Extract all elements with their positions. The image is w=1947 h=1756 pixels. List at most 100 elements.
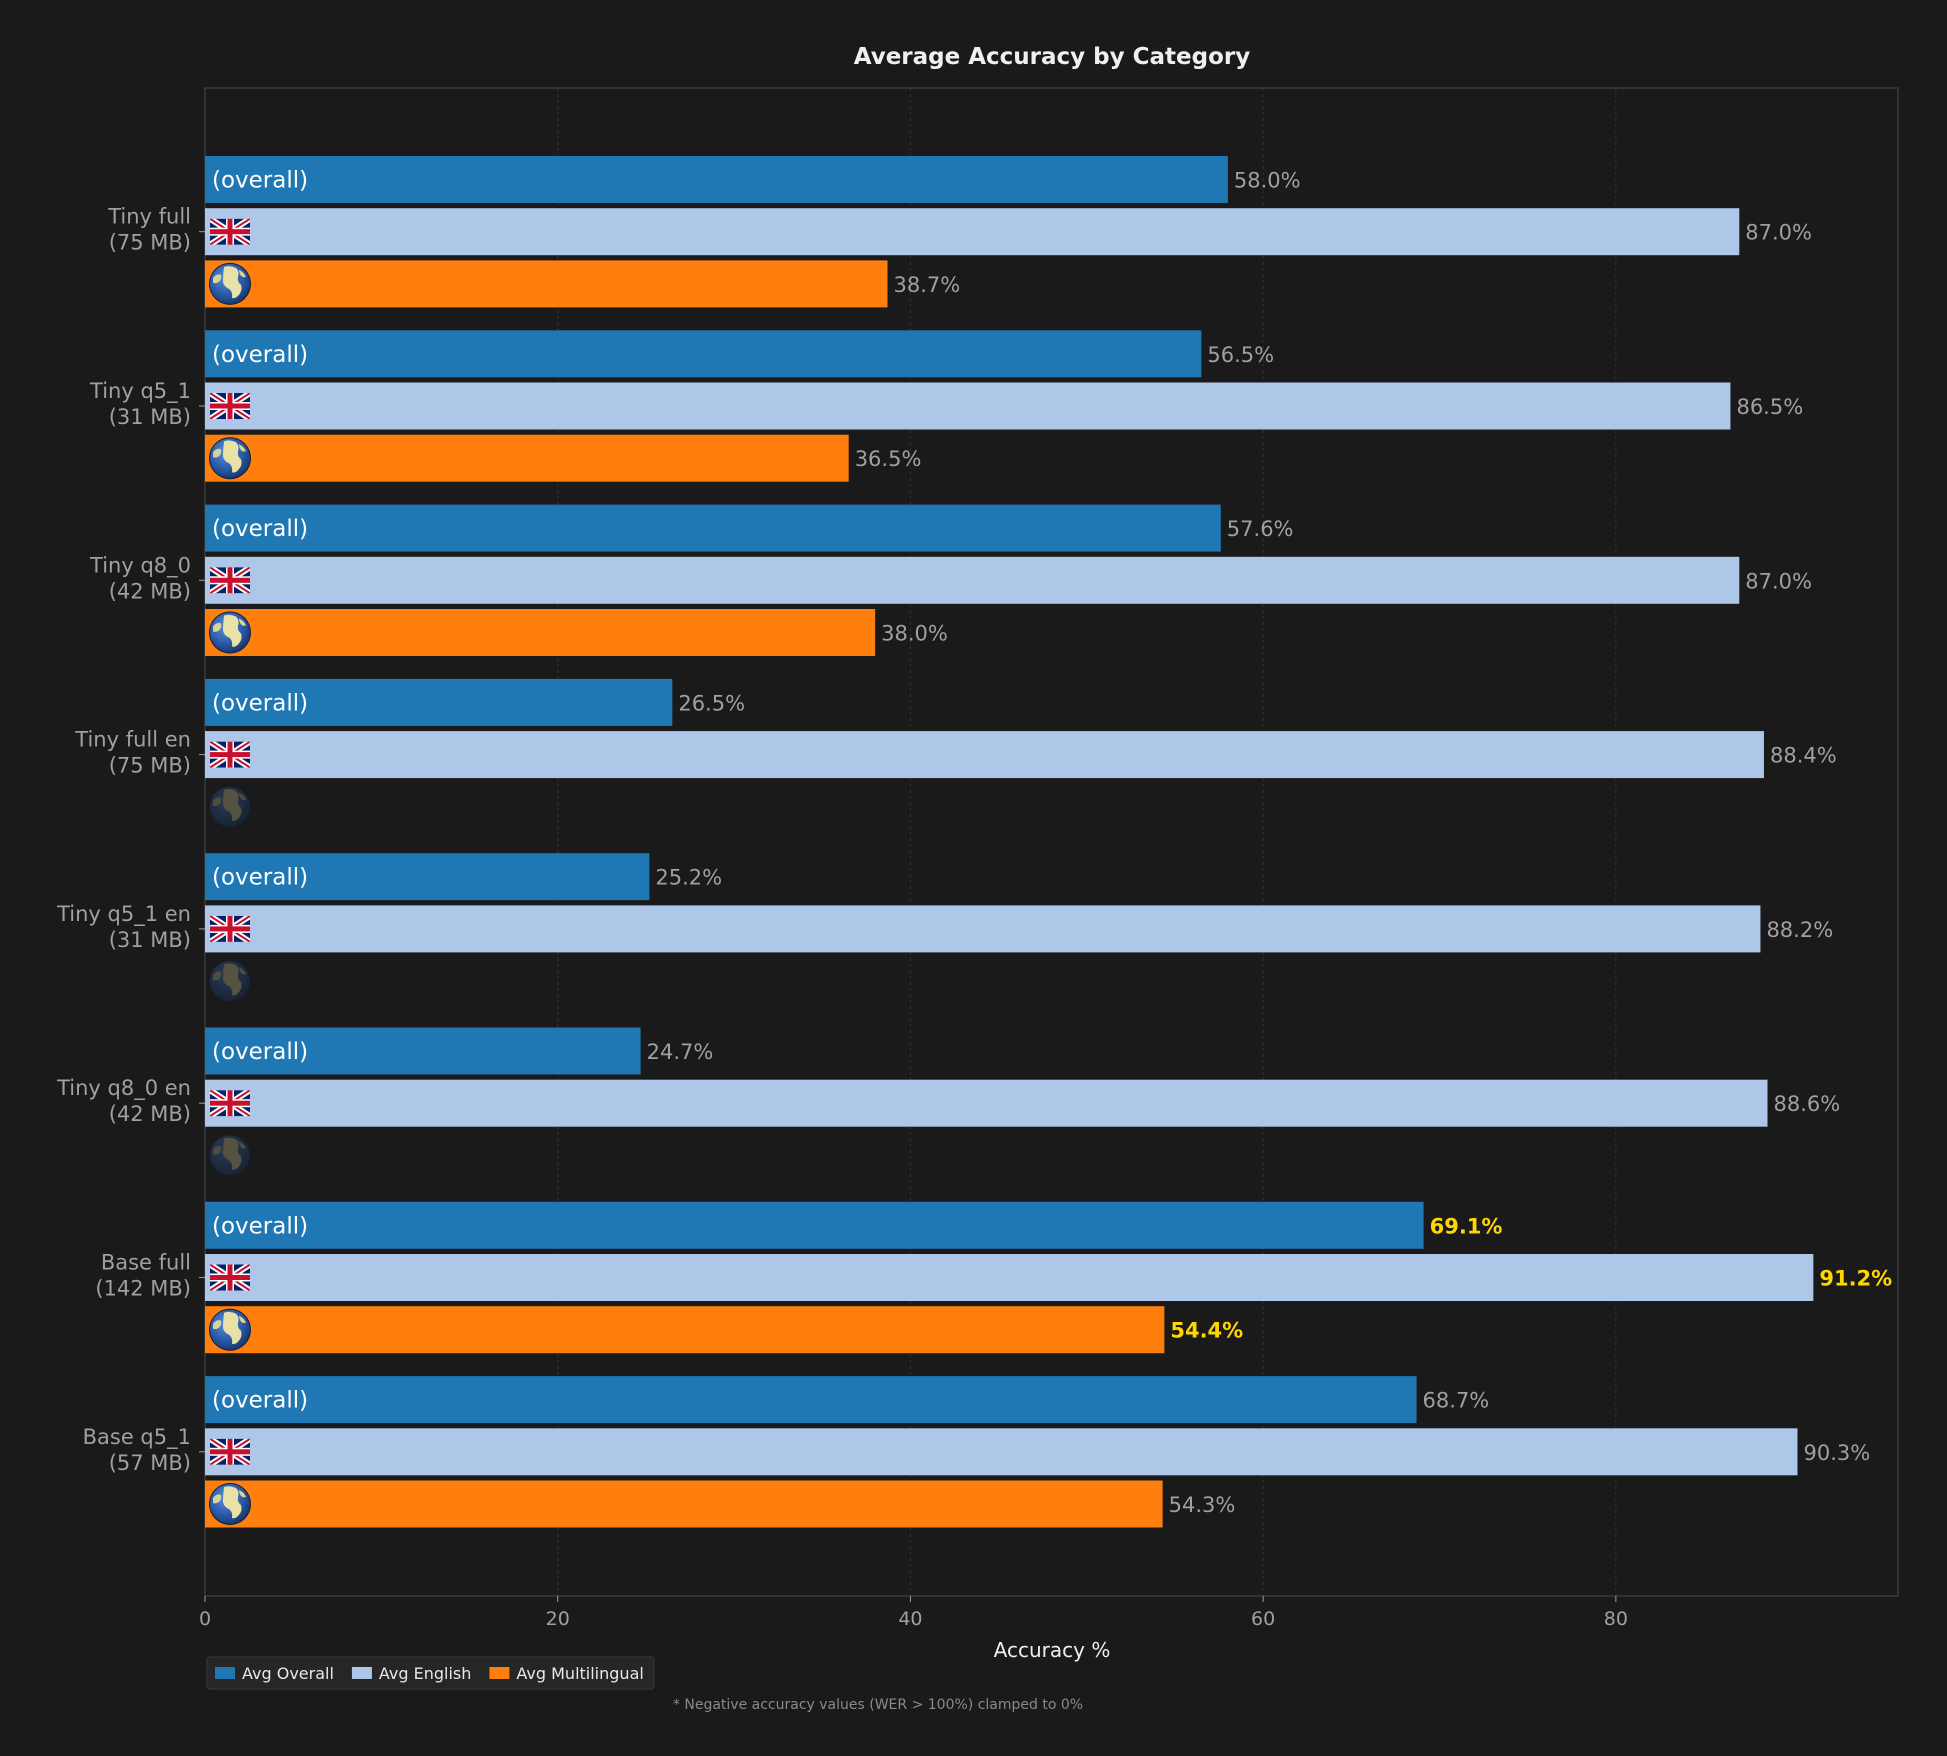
legend-swatch [489,1667,510,1679]
bar-value-label: 25.2% [655,866,722,890]
bar-avg-multilingual [205,609,876,656]
legend-frame [206,1656,655,1690]
x-tick-label: 20 [546,1608,570,1630]
bar-value-label: 58.0% [1234,169,1301,193]
bar-avg-multilingual [205,434,849,482]
x-tick-label: 0 [199,1608,211,1630]
bar-value-label: 54.4% [1170,1319,1243,1343]
bar-value-label: 69.1% [1430,1214,1503,1238]
globe-icon [209,437,251,480]
bar-group: 68.7% (overall) 90.3% 54.3% Base q5_1 (57 MB) [83,1376,1870,1528]
legend-swatch [215,1667,235,1679]
bar-group: 69.1% (overall) 91.2% 54.4% Base full (142 MB… [95,1201,1892,1354]
bar-value-label: 36.5% [855,447,922,471]
bar-group: 58.0% (overall) 87.0% 38.7% Tiny full (75 MB) [107,156,1812,308]
y-tick-label: Base full (142 MB) [95,1251,191,1301]
bar-value-label: 91.2% [1819,1267,1892,1291]
bar-value-label: 24.7% [647,1040,714,1064]
y-tick-label: Tiny q8_0 (42 MB) [89,553,191,603]
bar-avg-english [205,208,1740,256]
uk-flag-icon [210,915,250,942]
bar-value-label: 88.2% [1766,918,1833,942]
y-tick-label: Tiny full en (75 MB) [74,728,191,778]
x-axis-label: Accuracy % [994,1638,1111,1662]
globe-icon [209,960,251,1003]
bar-avg-overall [205,330,1202,378]
globe-icon [209,262,251,305]
bar-avg-english [205,382,1731,430]
overall-bar-label: (overall) [212,168,308,194]
uk-flag-icon [210,741,250,768]
x-tick-label: 60 [1251,1608,1275,1630]
legend-label: Avg English [379,1664,472,1683]
legend-label: Avg Overall [242,1664,334,1683]
bar-avg-english [205,731,1764,779]
uk-flag-icon [210,1264,250,1291]
bar-value-label: 88.6% [1773,1092,1840,1116]
globe-icon [209,1308,251,1351]
bar-value-label: 38.7% [893,273,960,297]
y-tick-label: Tiny full (75 MB) [107,205,191,255]
bar-avg-overall [205,156,1228,203]
overall-bar-label: (overall) [212,1039,308,1065]
bar-value-label: 57.6% [1227,517,1294,541]
uk-flag-icon [210,567,250,594]
globe-icon [209,611,251,654]
bar-value-label: 90.3% [1803,1441,1870,1465]
overall-bar-label: (overall) [212,865,308,891]
bar-avg-overall [205,1201,1424,1249]
bar-avg-english [205,905,1761,953]
legend-item: Avg English [351,1664,472,1683]
legend-item: Avg Overall [215,1664,334,1683]
overall-bar-label: (overall) [212,1388,308,1414]
bar-avg-english [205,556,1740,604]
bar-value-label: 26.5% [678,691,745,715]
overall-bar-label: (overall) [212,690,308,716]
bar-value-label: 87.0% [1745,569,1812,593]
bar-value-label: 54.3% [1169,1493,1236,1517]
bar-group: 26.5% (overall) 88.4% Tiny full en (75 MB) [74,678,1837,828]
uk-flag-icon [210,1438,250,1465]
bar-avg-overall [205,1376,1417,1424]
y-tick-label: Tiny q8_0 en (42 MB) [56,1076,191,1126]
bar-value-label: 86.5% [1736,395,1803,419]
legend-label: Avg Multilingual [516,1664,643,1683]
bar-value-label: 87.0% [1745,221,1812,245]
bar-value-label: 38.0% [881,622,948,646]
bar-avg-multilingual [205,260,888,308]
legend: Avg Overall Avg English Avg Multilingual [206,1656,655,1690]
bar-value-label: 68.7% [1423,1389,1490,1413]
bar-avg-english [205,1254,1814,1301]
plot-frame [204,87,1899,1597]
legend-swatch [351,1667,372,1679]
y-tick-label: Tiny q5_1 (31 MB) [89,379,191,429]
uk-flag-icon [210,393,250,419]
bar-avg-overall [205,504,1221,552]
footnote: * Negative accuracy values (WER > 100%) … [673,1697,1083,1713]
overall-bar-label: (overall) [212,516,308,542]
bar-avg-overall [205,678,673,726]
x-tick-label: 40 [898,1608,922,1630]
bar-value-label: 88.4% [1770,744,1837,768]
uk-flag-icon [210,218,250,245]
overall-bar-label: (overall) [212,1213,308,1239]
globe-icon [209,1134,251,1177]
bar-group: 57.6% (overall) 87.0% 38.0% Tiny q8_0 (42 MB) [89,504,1812,656]
bar-avg-overall [205,1027,641,1075]
plot-area: 0 20 40 60 80 58.0% (overall) 87.0% 38.7% Tiny fu… [56,87,1899,1630]
y-tick-label: Tiny q5_1 en (31 MB) [56,902,191,952]
legend-item: Avg Multilingual [489,1664,644,1683]
bar-avg-english [205,1079,1768,1127]
bar-value-label: 56.5% [1207,343,1274,367]
bar-group: 24.7% (overall) 88.6% Tiny q8_0 en (42 MB) [56,1027,1840,1177]
bar-avg-english [205,1428,1798,1476]
bar-group: 56.5% (overall) 86.5% 36.5% Tiny q5_1 (31 MB) [89,330,1803,482]
globe-icon [209,1483,251,1525]
bar-avg-multilingual [205,1480,1163,1528]
x-tick-label: 80 [1604,1608,1628,1630]
y-tick-label: Base q5_1 (57 MB) [83,1425,191,1475]
uk-flag-icon [210,1090,250,1117]
chart-title: Average Accuracy by Category [854,44,1251,70]
bar-avg-overall [205,853,650,901]
